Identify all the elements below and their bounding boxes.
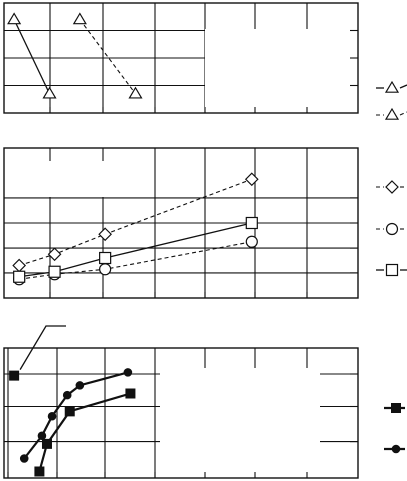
legend-entry-0 — [384, 403, 405, 413]
legend-0-marker — [385, 180, 399, 194]
series-0-point-0 — [7, 12, 22, 25]
legend-0-marker — [384, 80, 400, 93]
legend-entry-1 — [376, 222, 407, 236]
series-0-point-0 — [12, 258, 27, 273]
blank-region-0 — [205, 29, 358, 112]
series-1-point-2 — [99, 263, 112, 276]
series-0-point-0 — [34, 466, 45, 477]
series-1-point-5 — [123, 368, 133, 377]
blank-region-0 — [4, 161, 130, 197]
legend-entry-2 — [376, 263, 407, 277]
legend-0-marker — [391, 403, 401, 413]
series-1-line — [79, 19, 136, 95]
annotation-marker — [9, 370, 20, 381]
series-1-point-4 — [75, 381, 85, 390]
series-1-point-0 — [19, 454, 29, 463]
panel-bottom-chart — [3, 325, 405, 479]
legend-entry-0 — [376, 180, 407, 194]
plot-frame — [3, 347, 359, 479]
panel-middle-chart — [3, 147, 407, 299]
series-0-point-2 — [98, 227, 112, 242]
series-1-point-3 — [62, 390, 72, 400]
series-0-point-3 — [125, 388, 136, 399]
series-1-point-1 — [128, 86, 143, 99]
series-0-point-1 — [47, 247, 62, 262]
series-2-point-3 — [245, 216, 258, 230]
legend-entry-0 — [376, 80, 407, 93]
series-1-point-2 — [47, 411, 57, 421]
panel-top-chart — [3, 2, 407, 120]
series-0-line — [38, 392, 131, 472]
series-2-point-1 — [48, 265, 61, 278]
annotation-leader — [19, 325, 66, 370]
series-1-point-3 — [245, 235, 258, 248]
series-1-line — [23, 371, 129, 460]
series-0-point-1 — [41, 438, 52, 449]
series-0-point-1 — [42, 86, 57, 99]
legend-2-marker — [385, 263, 399, 277]
series-2-line — [19, 222, 252, 278]
legend-entry-1 — [376, 107, 407, 120]
series-0-point-3 — [244, 172, 259, 187]
series-0-line — [19, 178, 252, 267]
series-0-point-2 — [64, 406, 75, 417]
legend-entry-1 — [384, 444, 405, 454]
series-0-line — [13, 19, 51, 95]
blank-region-0 — [160, 368, 320, 478]
legend-1-marker — [385, 222, 399, 236]
series-2-point-2 — [99, 251, 112, 265]
legend-1-marker — [391, 444, 401, 454]
series-1-point-0 — [72, 12, 87, 25]
legend-0-line-right — [399, 84, 407, 89]
legend-1-marker — [384, 107, 400, 120]
series-1-point-1 — [37, 431, 47, 441]
series-2-point-0 — [13, 270, 26, 283]
series-1-line — [19, 241, 252, 280]
legend-1-line-right — [399, 111, 407, 116]
